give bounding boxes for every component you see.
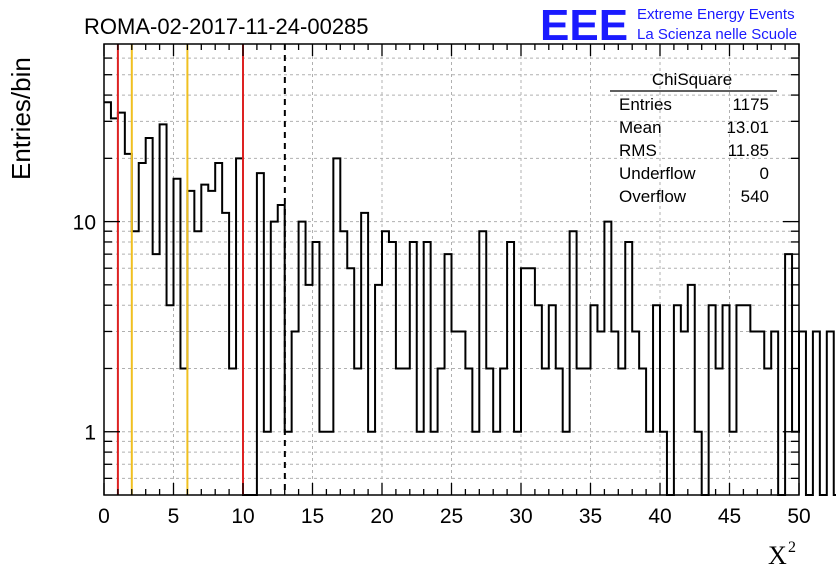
- histogram-bin: [757, 331, 764, 495]
- histogram-bin: [187, 191, 194, 495]
- histogram-bin: [674, 305, 681, 495]
- eee-logo-line1: Extreme Energy Events: [637, 6, 795, 23]
- histogram-bin: [813, 331, 820, 495]
- y-tick-label: 1: [84, 422, 96, 445]
- histogram-bin: [771, 331, 778, 495]
- eee-logo: EEE Extreme Energy Events La Scienza nel…: [540, 1, 797, 50]
- stats-label-rms: RMS: [619, 141, 657, 160]
- histogram-bin: [723, 305, 730, 495]
- axis-ticks: [103, 44, 800, 495]
- stats-value-underflow: 0: [760, 164, 769, 183]
- histogram-bin: [535, 305, 542, 495]
- x-tick-label: 10: [231, 505, 254, 528]
- histogram-bin: [333, 158, 340, 495]
- histogram-bin: [174, 179, 181, 495]
- histogram-bin: [632, 331, 639, 495]
- stats-box: ChiSquare Entries 1175 Mean 13.01 RMS 11…: [610, 70, 777, 206]
- x-tick-label: 30: [509, 505, 532, 528]
- x-axis-label-superscript: 2: [788, 539, 796, 556]
- x-tick-label: 0: [98, 505, 110, 528]
- histogram-bin: [118, 113, 125, 495]
- x-tick-label: 45: [718, 505, 741, 528]
- histogram-bin: [382, 231, 389, 495]
- tick-labels: 0 5 10 15 20 25 30 35 40 45 50 1 10: [73, 212, 811, 528]
- stats-label-overflow: Overflow: [619, 187, 687, 206]
- grid: [104, 44, 799, 495]
- histogram-bin: [785, 254, 792, 495]
- histogram-bin: [132, 231, 139, 495]
- histogram-bin: [528, 268, 535, 495]
- x-axis-label-main: X: [768, 541, 787, 570]
- histogram-bin: [278, 205, 285, 495]
- stats-value-overflow: 540: [741, 187, 769, 206]
- x-tick-label: 50: [787, 505, 810, 528]
- histogram-bin: [827, 331, 834, 495]
- stats-name: ChiSquare: [652, 70, 732, 89]
- histogram-bin: [653, 305, 660, 495]
- histogram-bin: [208, 191, 215, 495]
- stats-label-underflow: Underflow: [619, 164, 696, 183]
- x-axis-label: X 2: [768, 539, 796, 570]
- histogram-bin: [681, 331, 688, 495]
- x-tick-label: 20: [370, 505, 393, 528]
- histogram-bin: [167, 305, 174, 495]
- stats-value-mean: 13.01: [726, 118, 769, 137]
- histogram-bin: [549, 305, 556, 495]
- histogram-bin: [611, 331, 618, 495]
- histogram: [104, 101, 836, 496]
- x-tick-label: 40: [648, 505, 671, 528]
- histogram-bin: [604, 222, 611, 495]
- histogram-outline: [104, 101, 836, 496]
- histogram-bin: [125, 154, 132, 495]
- histogram-bin: [194, 231, 201, 495]
- x-tick-label: 25: [440, 505, 463, 528]
- histogram-bin: [299, 222, 306, 495]
- histogram-bin: [104, 102, 111, 495]
- histogram-bin: [361, 213, 368, 495]
- eee-logo-line2: La Scienza nelle Scuole: [637, 26, 797, 43]
- histogram-bin: [111, 118, 118, 495]
- reference-lines: [116, 44, 286, 495]
- histogram-bin: [445, 254, 452, 495]
- histogram-bin: [215, 163, 222, 495]
- histogram-bin: [709, 305, 716, 495]
- histogram-bin: [375, 285, 382, 495]
- stats-value-rms: 11.85: [728, 141, 769, 160]
- x-tick-label: 5: [168, 505, 180, 528]
- histogram-bin: [736, 305, 743, 495]
- histogram-bin: [306, 285, 313, 495]
- eee-logo-mark: EEE: [540, 1, 628, 50]
- x-tick-label: 15: [301, 505, 324, 528]
- histogram-bin: [688, 285, 695, 495]
- histogram-bin: [479, 231, 486, 495]
- stats-label-mean: Mean: [619, 118, 662, 137]
- histogram-bin: [591, 305, 598, 495]
- histogram-bin: [347, 268, 354, 495]
- stats-value-entries: 1175: [732, 95, 769, 114]
- histogram-bin: [743, 305, 750, 495]
- histogram-bin: [750, 331, 757, 495]
- histogram-bin: [799, 331, 806, 495]
- histogram-bin: [597, 331, 604, 495]
- histogram-bin: [236, 158, 243, 495]
- histogram-bin: [521, 268, 528, 495]
- histogram-bin: [222, 213, 229, 495]
- histogram-bin: [340, 231, 347, 495]
- stats-label-entries: Entries: [619, 95, 672, 114]
- histogram-bin: [452, 331, 459, 495]
- chart-title: ROMA-02-2017-11-24-00285: [84, 14, 369, 39]
- histogram-bin: [139, 163, 146, 495]
- y-axis-label: Entries/bin: [6, 57, 36, 180]
- histogram-bin: [153, 254, 160, 495]
- histogram-bin: [292, 331, 299, 495]
- histogram-bin: [570, 231, 577, 495]
- histogram-bin: [458, 331, 465, 495]
- histogram-bin: [271, 222, 278, 495]
- y-tick-label: 10: [73, 212, 96, 235]
- x-tick-label: 35: [579, 505, 602, 528]
- histogram-bin: [160, 124, 167, 495]
